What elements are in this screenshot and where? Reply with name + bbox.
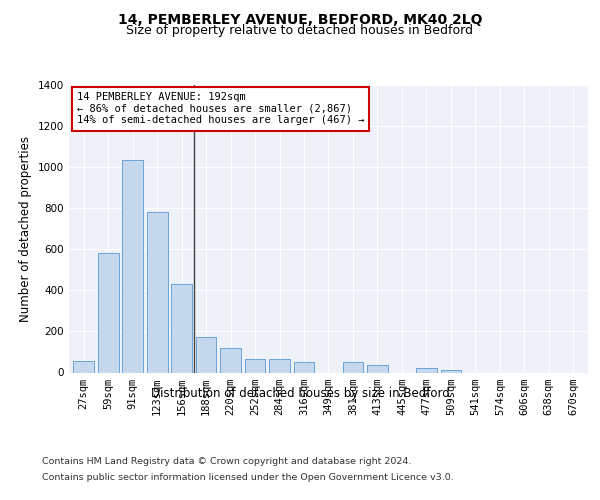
Bar	[220, 348, 241, 372]
Bar	[122, 160, 143, 372]
Bar	[73, 361, 94, 372]
Y-axis label: Number of detached properties: Number of detached properties	[19, 136, 32, 322]
Text: Contains HM Land Registry data © Crown copyright and database right 2024.: Contains HM Land Registry data © Crown c…	[42, 458, 412, 466]
Text: 14, PEMBERLEY AVENUE, BEDFORD, MK40 2LQ: 14, PEMBERLEY AVENUE, BEDFORD, MK40 2LQ	[118, 12, 482, 26]
Bar	[98, 254, 119, 372]
Bar	[269, 359, 290, 372]
Bar	[196, 336, 217, 372]
Bar	[343, 362, 364, 372]
Bar	[171, 284, 192, 372]
Text: Size of property relative to detached houses in Bedford: Size of property relative to detached ho…	[127, 24, 473, 37]
Bar	[440, 370, 461, 372]
Bar	[367, 366, 388, 372]
Bar	[416, 368, 437, 372]
Text: Distribution of detached houses by size in Bedford: Distribution of detached houses by size …	[151, 388, 449, 400]
Bar	[147, 212, 167, 372]
Bar	[245, 359, 265, 372]
Text: 14 PEMBERLEY AVENUE: 192sqm
← 86% of detached houses are smaller (2,867)
14% of : 14 PEMBERLEY AVENUE: 192sqm ← 86% of det…	[77, 92, 364, 126]
Text: Contains public sector information licensed under the Open Government Licence v3: Contains public sector information licen…	[42, 472, 454, 482]
Bar	[293, 362, 314, 372]
